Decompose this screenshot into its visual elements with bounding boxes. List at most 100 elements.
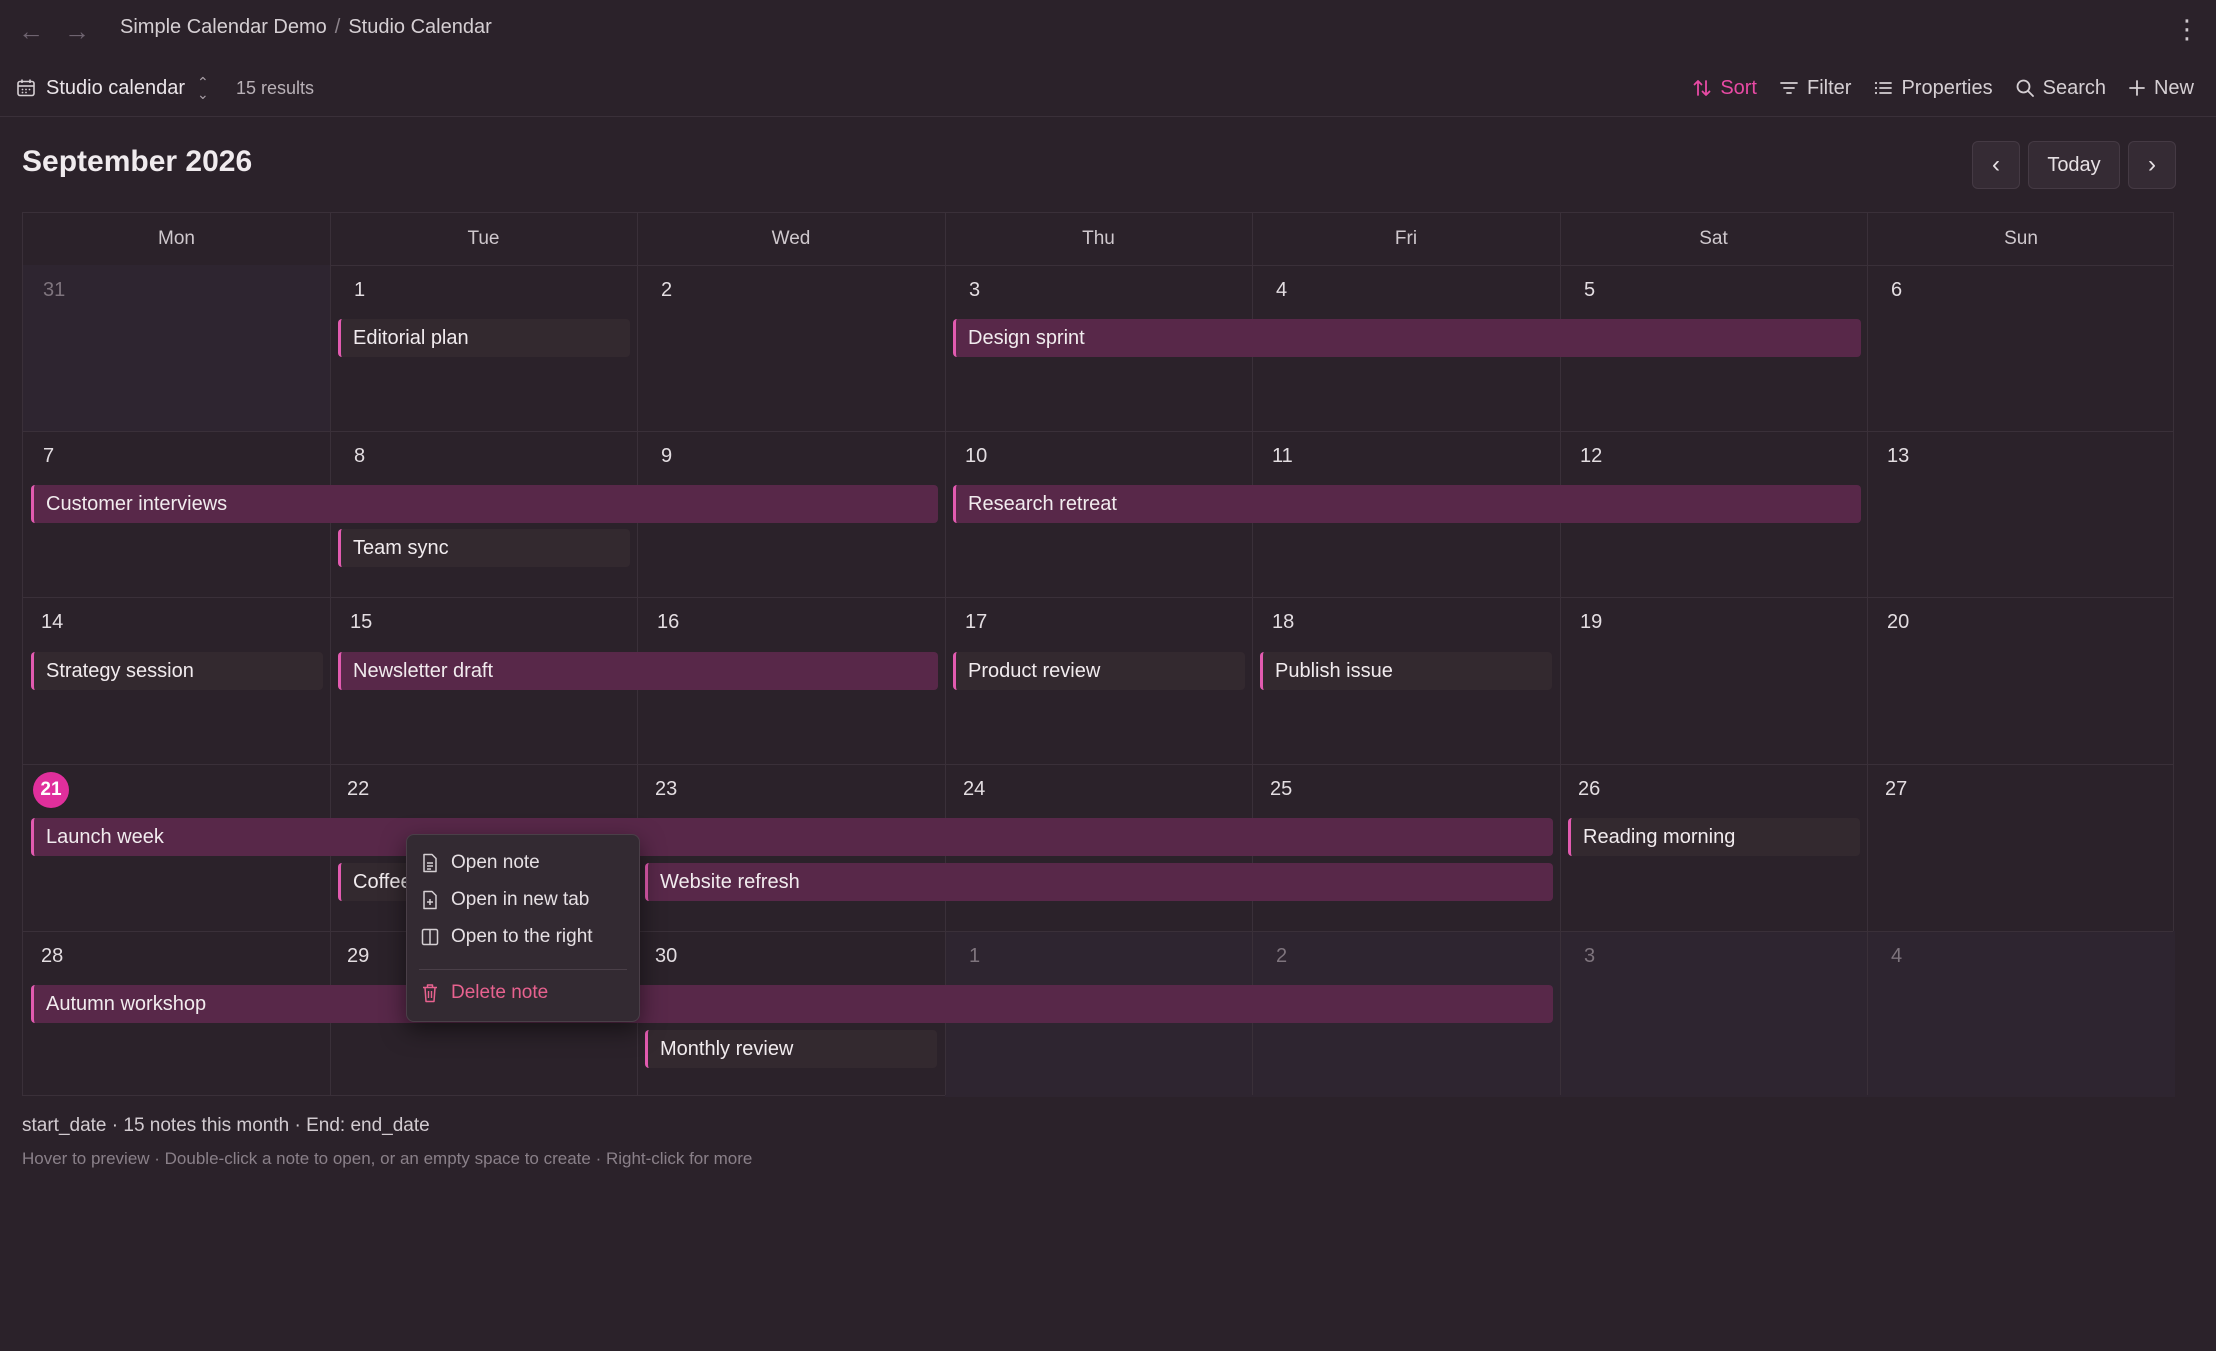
day-number: 18 [1272,611,1295,633]
day-number: 17 [965,611,988,633]
chevron-right-icon: › [2148,151,2156,178]
menu-open-new-tab[interactable]: Open in new tab [421,885,589,915]
event-monthly-review[interactable]: Monthly review [645,1030,937,1068]
day-number: 4 [1276,279,1288,301]
day-number: 16 [657,611,680,633]
day-number: 20 [1887,611,1910,633]
event-newsletter-draft[interactable]: Newsletter draft [338,652,938,690]
chevron-left-icon: ‹ [1992,151,2000,178]
filter-button[interactable]: Filter [1779,77,1851,100]
weekday-header: Mon Tue Wed Thu Fri Sat Sun [23,213,2173,266]
month-title: September 2026 [22,145,253,178]
event-editorial-plan[interactable]: Editorial plan [338,319,630,357]
weekday-tue: Tue [467,228,500,249]
menu-open-note-label: Open note [451,852,540,873]
search-button[interactable]: Search [2015,77,2106,100]
day-number: 13 [1887,445,1910,467]
day-number: 3 [1584,945,1596,967]
context-menu: Open note Open in new tab Open to the ri… [406,834,640,1022]
top-bar: ← → Simple Calendar Demo / Studio Calendar… [0,0,2216,60]
calendar-grid: Mon Tue Wed Thu Fri Sat Sun 31 1 2 3 4 5… [22,212,2175,1097]
split-pane-icon [421,928,439,946]
day-number: 29 [347,945,370,967]
today-button[interactable]: Today [2028,141,2120,189]
event-design-sprint[interactable]: Design sprint [953,319,1861,357]
filter-icon [1780,82,1798,94]
sort-icon [1693,80,1711,96]
day-number: 31 [43,279,66,301]
day-number: 8 [354,445,366,467]
grid-divider [1252,213,1253,1095]
day-number: 12 [1580,445,1603,467]
day-number: 6 [1891,279,1903,301]
day-cell-outside-month[interactable] [1867,931,2175,1097]
breadcrumb-current[interactable]: Studio Calendar [348,16,492,38]
weekday-sun: Sun [2004,228,2038,249]
menu-open-new-tab-label: Open in new tab [451,889,590,910]
event-product-review[interactable]: Product review [953,652,1245,690]
day-cell-outside-month[interactable] [23,265,330,431]
list-icon [1875,81,1893,95]
file-plus-icon [423,890,437,910]
view-name: Studio calendar [46,76,185,99]
calendar-summary: start_date · 15 notes this month · End: … [22,1115,430,1136]
menu-delete-note-label: Delete note [451,982,549,1003]
grid-divider [23,431,2173,432]
view-switcher[interactable]: Studio calendar ⌃ ⌄ [16,73,209,103]
menu-delete-note[interactable]: Delete note [421,978,548,1008]
menu-separator [419,969,627,970]
event-strategy-session[interactable]: Strategy session [31,652,323,690]
day-number: 2 [1276,945,1288,967]
next-month-button[interactable]: › [2128,141,2176,189]
day-number: 28 [41,945,64,967]
event-publish-issue[interactable]: Publish issue [1260,652,1552,690]
results-count: 15 results [236,78,315,98]
weekday-thu: Thu [1082,228,1115,249]
grid-divider [330,213,331,1095]
sort-button[interactable]: Sort [1692,77,1757,100]
event-autumn-workshop[interactable]: Autumn workshop [31,985,1553,1023]
grid-divider [23,597,2173,598]
grid-divider [1867,213,1868,1095]
trash-icon [423,984,437,1003]
weekday-sat: Sat [1699,228,1728,249]
day-number: 1 [354,279,366,301]
event-launch-week[interactable]: Launch week [31,818,1553,856]
properties-label: Properties [1901,76,1993,99]
event-customer-interviews[interactable]: Customer interviews [31,485,938,523]
menu-open-right[interactable]: Open to the right [421,922,593,952]
back-arrow-icon[interactable]: ← [18,16,44,46]
day-number: 30 [655,945,678,967]
breadcrumb-parent[interactable]: Simple Calendar Demo [120,16,327,38]
properties-button[interactable]: Properties [1873,76,1993,100]
day-number: 5 [1584,279,1596,301]
day-number: 25 [1270,778,1293,800]
plus-icon [2129,80,2145,96]
event-reading-morning[interactable]: Reading morning [1568,818,1860,856]
new-button[interactable]: New [2128,77,2194,100]
day-number: 14 [41,611,64,633]
file-icon [423,853,437,873]
day-number: 9 [661,445,673,467]
day-number: 11 [1272,445,1293,467]
grid-divider [945,213,946,1095]
previous-month-button[interactable]: ‹ [1972,141,2020,189]
day-number: 22 [347,778,370,800]
event-website-refresh[interactable]: Website refresh [645,863,1553,901]
chevron-updown-icon: ⌃ ⌄ [196,74,209,102]
more-options-icon[interactable]: ⋮ [2174,14,2200,44]
calendar-hint: Hover to preview · Double-click a note t… [22,1149,753,1168]
weekday-wed: Wed [771,228,811,249]
new-label: New [2153,76,2194,99]
weekday-mon: Mon [158,228,195,249]
event-team-sync[interactable]: Team sync [338,529,630,567]
day-number: 19 [1580,611,1603,633]
day-cell-outside-month[interactable] [1560,931,1867,1097]
day-number: 15 [350,611,373,633]
weekday-fri: Fri [1394,228,1418,249]
day-number: 27 [1885,778,1908,800]
forward-arrow-icon[interactable]: → [64,16,90,46]
menu-open-note[interactable]: Open note [421,848,540,878]
day-number: 10 [965,445,988,467]
event-research-retreat[interactable]: Research retreat [953,485,1861,523]
